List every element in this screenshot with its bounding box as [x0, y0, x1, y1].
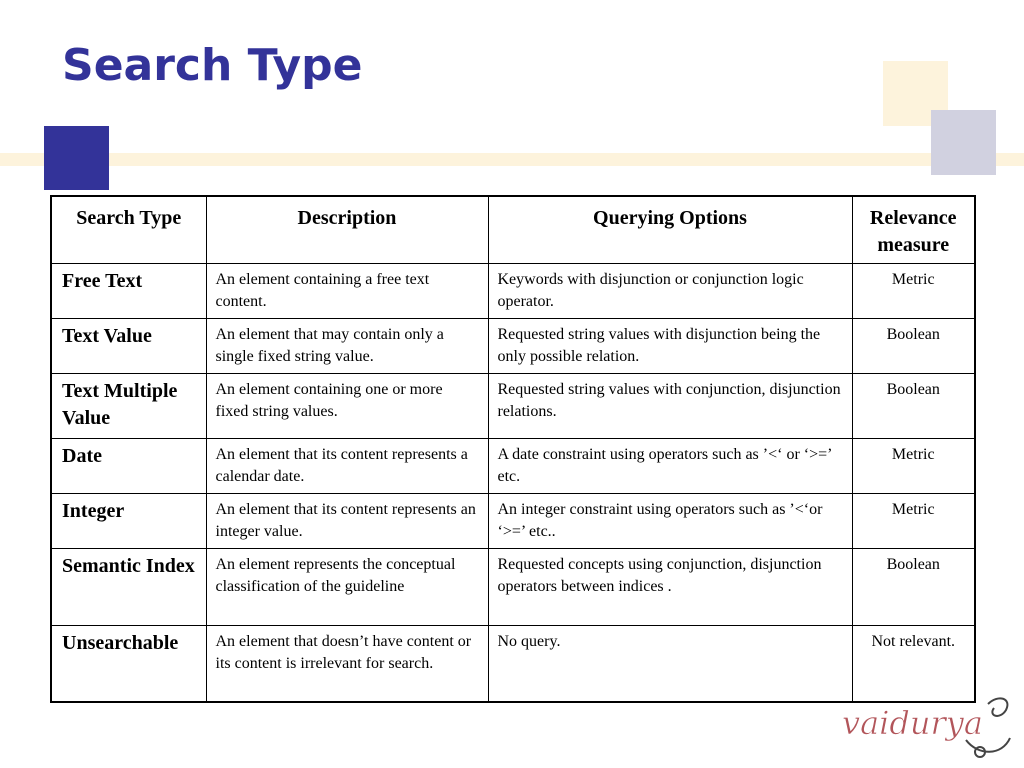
description-cell: An element that its content represents a… [205, 493, 489, 549]
relevance-cell: Boolean [851, 373, 976, 439]
decorative-band [0, 153, 1024, 166]
table-row: Integer An element that its content repr… [50, 493, 976, 549]
header-search-type: Search Type [50, 195, 207, 264]
logo-wordmark: vaidurya [842, 704, 983, 742]
description-cell: An element represents the conceptual cla… [205, 548, 489, 626]
search-type-cell: Date [50, 438, 207, 494]
slide-title: Search Type [62, 40, 363, 91]
querying-options-cell: Requested string values with conjunction… [487, 373, 853, 439]
decorative-square-blue [44, 126, 109, 190]
querying-options-cell: No query. [487, 625, 853, 702]
table-row: Semantic Index An element represents the… [50, 548, 976, 626]
relevance-cell: Boolean [851, 548, 976, 626]
search-type-cell: Text Multiple Value [50, 373, 207, 439]
search-type-cell: Text Value [50, 318, 207, 374]
search-type-cell: Free Text [50, 263, 207, 319]
decorative-square-gray [931, 110, 996, 175]
querying-options-cell: An integer constraint using operators su… [487, 493, 853, 549]
table-row: Unsearchable An element that doesn’t hav… [50, 625, 976, 702]
header-description: Description [205, 195, 489, 264]
relevance-cell: Not relevant. [851, 625, 976, 702]
header-relevance-measure: Relevance measure [851, 195, 976, 264]
relevance-cell: Metric [851, 438, 976, 494]
table-row: Text Multiple Value An element containin… [50, 373, 976, 439]
querying-options-cell: Keywords with disjunction or conjunction… [487, 263, 853, 319]
querying-options-cell: Requested string values with disjunction… [487, 318, 853, 374]
description-cell: An element that may contain only a singl… [205, 318, 489, 374]
description-cell: An element that doesn’t have content or … [205, 625, 489, 702]
table-header-row: Search Type Description Querying Options… [50, 195, 976, 264]
vaidurya-logo: vaidurya [842, 697, 1011, 758]
relevance-cell: Boolean [851, 318, 976, 374]
search-type-table: Search Type Description Querying Options… [50, 195, 976, 703]
header-querying-options: Querying Options [487, 195, 853, 264]
table-row: Free Text An element containing a free t… [50, 263, 976, 319]
search-type-cell: Integer [50, 493, 207, 549]
description-cell: An element containing a free text conten… [205, 263, 489, 319]
relevance-cell: Metric [851, 263, 976, 319]
querying-options-cell: Requested concepts using conjunction, di… [487, 548, 853, 626]
table-row: Text Value An element that may contain o… [50, 318, 976, 374]
description-cell: An element containing one or more fixed … [205, 373, 489, 439]
querying-options-cell: A date constraint using operators such a… [487, 438, 853, 494]
table-row: Date An element that its content represe… [50, 438, 976, 494]
search-type-cell: Semantic Index [50, 548, 207, 626]
description-cell: An element that its content represents a… [205, 438, 489, 494]
search-type-cell: Unsearchable [50, 625, 207, 702]
relevance-cell: Metric [851, 493, 976, 549]
